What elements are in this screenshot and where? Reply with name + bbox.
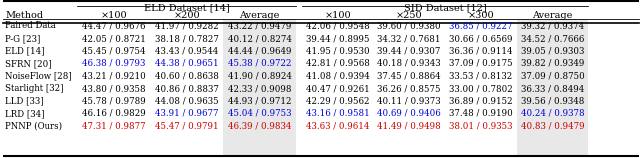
Text: 30.66 / 0.6569: 30.66 / 0.6569 (449, 34, 513, 43)
Text: 40.86 / 0.8837: 40.86 / 0.8837 (155, 84, 218, 93)
Text: 40.60 / 0.8638: 40.60 / 0.8638 (155, 72, 218, 80)
Text: 42.06 / 0.9548: 42.06 / 0.9548 (306, 21, 369, 30)
Text: 42.05 / 0.8721: 42.05 / 0.8721 (81, 34, 145, 43)
Text: Average: Average (239, 10, 280, 19)
Text: 43.16 / 0.9581: 43.16 / 0.9581 (306, 109, 369, 118)
Text: LLD [33]: LLD [33] (5, 97, 44, 106)
Text: 36.36 / 0.9114: 36.36 / 0.9114 (449, 46, 513, 55)
Text: 41.97 / 0.9282: 41.97 / 0.9282 (155, 21, 218, 30)
Text: 46.16 / 0.9829: 46.16 / 0.9829 (82, 109, 145, 118)
Text: 39.44 / 0.9307: 39.44 / 0.9307 (378, 46, 441, 55)
Text: 39.44 / 0.8995: 39.44 / 0.8995 (306, 34, 369, 43)
Text: 39.56 / 0.9348: 39.56 / 0.9348 (521, 97, 584, 106)
Text: 44.38 / 0.9651: 44.38 / 0.9651 (155, 59, 218, 68)
Text: 40.12 / 0.8274: 40.12 / 0.8274 (228, 34, 291, 43)
Text: 33.00 / 0.7802: 33.00 / 0.7802 (449, 84, 513, 93)
Text: 40.69 / 0.9406: 40.69 / 0.9406 (377, 109, 441, 118)
Text: ×100: ×100 (324, 10, 351, 19)
Text: 40.83 / 0.9479: 40.83 / 0.9479 (521, 122, 584, 131)
Text: SID Dataset [12]: SID Dataset [12] (404, 3, 486, 12)
Text: 44.47 / 0.9676: 44.47 / 0.9676 (82, 21, 145, 30)
Text: 40.18 / 0.9343: 40.18 / 0.9343 (377, 59, 441, 68)
Text: 37.45 / 0.8864: 37.45 / 0.8864 (377, 72, 441, 80)
Text: 36.26 / 0.8575: 36.26 / 0.8575 (377, 84, 441, 93)
Text: 36.85 / 0.9227: 36.85 / 0.9227 (449, 21, 513, 30)
Text: 42.29 / 0.9562: 42.29 / 0.9562 (306, 97, 369, 106)
Text: 34.52 / 0.7666: 34.52 / 0.7666 (521, 34, 584, 43)
Text: ×250: ×250 (396, 10, 422, 19)
Text: ELD Dataset [14]: ELD Dataset [14] (143, 3, 229, 12)
Text: 45.38 / 0.9722: 45.38 / 0.9722 (228, 59, 291, 68)
Text: 40.24 / 0.9378: 40.24 / 0.9378 (521, 109, 584, 118)
Text: 47.31 / 0.9877: 47.31 / 0.9877 (82, 122, 145, 131)
Text: 37.09 / 0.9175: 37.09 / 0.9175 (449, 59, 513, 68)
Text: Method: Method (5, 10, 43, 19)
Text: 42.33 / 0.9098: 42.33 / 0.9098 (228, 84, 291, 93)
Text: 43.22 / 0.9479: 43.22 / 0.9479 (228, 21, 291, 30)
Text: 42.81 / 0.9568: 42.81 / 0.9568 (305, 59, 369, 68)
Text: 36.89 / 0.9152: 36.89 / 0.9152 (449, 97, 513, 106)
Text: 33.53 / 0.8132: 33.53 / 0.8132 (449, 72, 513, 80)
Text: 40.11 / 0.9373: 40.11 / 0.9373 (377, 97, 441, 106)
Text: SFRN [20]: SFRN [20] (5, 59, 52, 68)
Text: 41.08 / 0.9394: 41.08 / 0.9394 (306, 72, 369, 80)
Text: 36.33 / 0.8494: 36.33 / 0.8494 (521, 84, 584, 93)
Bar (223, 19, 296, 155)
Text: 44.44 / 0.9649: 44.44 / 0.9649 (228, 46, 291, 55)
Text: 39.05 / 0.9303: 39.05 / 0.9303 (521, 46, 584, 55)
Text: ×100: ×100 (100, 10, 127, 19)
Text: 39.82 / 0.9349: 39.82 / 0.9349 (521, 59, 584, 68)
Text: 41.95 / 0.9530: 41.95 / 0.9530 (306, 46, 369, 55)
Text: ×200: ×200 (173, 10, 200, 19)
Text: 44.08 / 0.9635: 44.08 / 0.9635 (155, 97, 218, 106)
Text: 46.39 / 0.9834: 46.39 / 0.9834 (228, 122, 291, 131)
Text: 46.38 / 0.9793: 46.38 / 0.9793 (82, 59, 145, 68)
Text: 40.47 / 0.9261: 40.47 / 0.9261 (306, 84, 369, 93)
Text: 45.04 / 0.9753: 45.04 / 0.9753 (228, 109, 291, 118)
Text: 45.47 / 0.9791: 45.47 / 0.9791 (155, 122, 218, 131)
Text: 39.32 / 0.9374: 39.32 / 0.9374 (521, 21, 584, 30)
Text: 38.18 / 0.7827: 38.18 / 0.7827 (155, 34, 218, 43)
Text: 44.93 / 0.9712: 44.93 / 0.9712 (228, 97, 291, 106)
Text: 43.80 / 0.9358: 43.80 / 0.9358 (82, 84, 145, 93)
Text: Paired Data: Paired Data (5, 21, 56, 30)
Text: 41.49 / 0.9498: 41.49 / 0.9498 (377, 122, 441, 131)
Text: NoiseFlow [28]: NoiseFlow [28] (5, 72, 72, 80)
Text: ×300: ×300 (468, 10, 494, 19)
Text: 37.48 / 0.9190: 37.48 / 0.9190 (449, 109, 513, 118)
Text: LRD [34]: LRD [34] (5, 109, 45, 118)
Text: PNNP (Ours): PNNP (Ours) (5, 122, 62, 131)
Text: ELD [14]: ELD [14] (5, 46, 45, 55)
Text: Starlight [32]: Starlight [32] (5, 84, 63, 93)
Text: 43.63 / 0.9614: 43.63 / 0.9614 (306, 122, 369, 131)
Text: 43.21 / 0.9210: 43.21 / 0.9210 (82, 72, 145, 80)
Text: 38.01 / 0.9353: 38.01 / 0.9353 (449, 122, 513, 131)
Bar (517, 19, 588, 155)
Text: 37.09 / 0.8750: 37.09 / 0.8750 (520, 72, 584, 80)
Text: 45.45 / 0.9754: 45.45 / 0.9754 (82, 46, 145, 55)
Text: 43.91 / 0.9677: 43.91 / 0.9677 (155, 109, 218, 118)
Text: 45.78 / 0.9789: 45.78 / 0.9789 (82, 97, 145, 106)
Text: 34.32 / 0.7681: 34.32 / 0.7681 (377, 34, 441, 43)
Text: P-G [23]: P-G [23] (5, 34, 40, 43)
Text: 43.43 / 0.9544: 43.43 / 0.9544 (155, 46, 218, 55)
Text: Average: Average (532, 10, 573, 19)
Text: 41.90 / 0.8924: 41.90 / 0.8924 (228, 72, 291, 80)
Text: 39.60 / 0.9380: 39.60 / 0.9380 (377, 21, 441, 30)
